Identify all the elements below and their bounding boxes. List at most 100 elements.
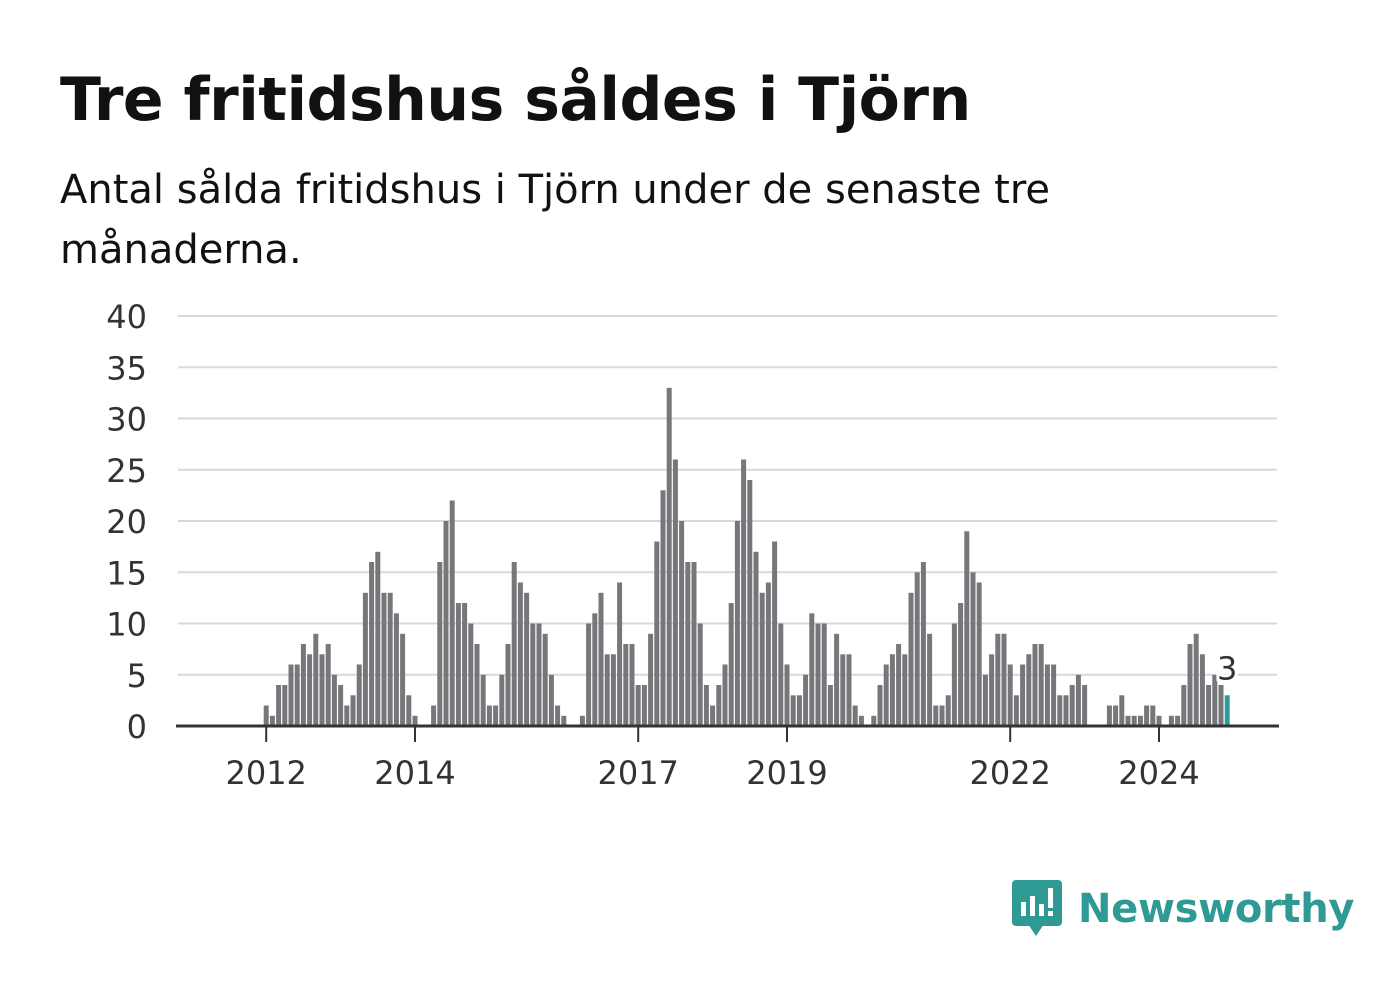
y-tick-label: 25 <box>106 452 147 490</box>
bar <box>741 459 747 726</box>
y-axis-ticks: 0 5 10 15 20 25 30 35 40 <box>106 298 147 746</box>
bar <box>933 705 939 726</box>
bar <box>288 664 294 726</box>
chart-title: Tre fritidshus såldes i Tjörn <box>60 65 971 135</box>
bar <box>1206 685 1212 726</box>
bar <box>511 562 517 726</box>
bar <box>679 521 685 726</box>
bar <box>1007 664 1013 726</box>
bar <box>356 664 362 726</box>
bar <box>722 664 728 726</box>
bar <box>412 715 418 727</box>
bar <box>1193 633 1199 727</box>
bar <box>796 695 802 727</box>
chart-subtitle: Antal sålda fritidshus i Tjörn under de … <box>60 167 1050 273</box>
bar <box>908 592 914 727</box>
bar <box>1026 654 1032 727</box>
bar-chart: 0 5 10 15 20 25 30 35 40 2012 2014 2017 2019 2022 202… <box>106 298 1279 792</box>
bar <box>387 592 393 727</box>
bar <box>927 633 933 727</box>
bar <box>307 654 313 727</box>
bar <box>1038 644 1044 726</box>
bar-highlighted <box>1224 695 1230 727</box>
grid-lines <box>178 315 1277 676</box>
bar <box>747 480 753 726</box>
bar <box>939 705 945 726</box>
bar <box>982 674 988 727</box>
bar <box>586 623 592 726</box>
bar <box>579 715 585 727</box>
x-tick-label: 2012 <box>225 754 306 792</box>
bar <box>902 654 908 727</box>
bar <box>300 644 306 726</box>
newsworthy-logo: Newsworthy <box>1010 878 1355 940</box>
bar <box>623 644 629 726</box>
bar <box>561 715 567 727</box>
bar <box>951 623 957 726</box>
bar <box>1075 674 1081 727</box>
bar <box>474 644 480 726</box>
bar <box>617 582 623 726</box>
bar <box>610 654 616 727</box>
bar <box>480 674 486 727</box>
y-tick-label: 30 <box>106 401 147 439</box>
bar <box>1168 715 1174 727</box>
bar <box>790 695 796 727</box>
newsworthy-logo-icon <box>1012 880 1062 936</box>
bar <box>716 685 722 726</box>
bar <box>462 603 468 726</box>
annotations: 3 <box>1214 646 1240 690</box>
bar <box>1175 715 1181 727</box>
bar <box>1218 685 1224 726</box>
y-tick-label: 15 <box>106 554 147 592</box>
bar <box>629 644 635 726</box>
x-axis-ticks: 2012 2014 2017 2019 2022 2024 <box>225 726 1200 792</box>
y-tick-label: 40 <box>106 298 147 336</box>
bar <box>1113 705 1119 726</box>
bar <box>517 582 523 726</box>
bar <box>375 551 381 727</box>
bar <box>1032 644 1038 726</box>
bar <box>313 633 319 727</box>
bar <box>685 562 691 726</box>
bar <box>734 521 740 726</box>
bar <box>970 572 976 727</box>
bar <box>877 685 883 726</box>
bar <box>1131 715 1137 727</box>
x-tick-label: 2022 <box>969 754 1050 792</box>
bar <box>666 387 672 727</box>
bar <box>1156 715 1162 727</box>
bar <box>703 685 709 726</box>
bar <box>660 490 666 727</box>
bar <box>635 685 641 726</box>
bar <box>1150 705 1156 726</box>
newsworthy-logo-text: Newsworthy <box>1078 886 1355 932</box>
x-tick-label: 2017 <box>597 754 678 792</box>
bar <box>840 654 846 727</box>
bar <box>964 531 970 727</box>
bar <box>486 705 492 726</box>
bar <box>604 654 610 727</box>
bar <box>1013 695 1019 727</box>
bar <box>809 613 815 727</box>
bar <box>889 654 895 727</box>
bar <box>697 623 703 726</box>
bar <box>815 623 821 726</box>
bar <box>1137 715 1143 727</box>
bar <box>976 582 982 726</box>
bar <box>883 664 889 726</box>
bar <box>821 623 827 726</box>
bar <box>263 705 269 726</box>
bar <box>1001 633 1007 727</box>
bar <box>778 623 784 726</box>
bar <box>431 705 437 726</box>
bar <box>276 685 282 726</box>
x-tick-label: 2019 <box>746 754 827 792</box>
bar <box>530 623 536 726</box>
bar <box>1044 664 1050 726</box>
y-tick-label: 10 <box>106 606 147 644</box>
bar <box>672 459 678 726</box>
bar <box>852 705 858 726</box>
y-tick-label: 5 <box>127 657 147 695</box>
y-tick-label: 35 <box>106 349 147 387</box>
